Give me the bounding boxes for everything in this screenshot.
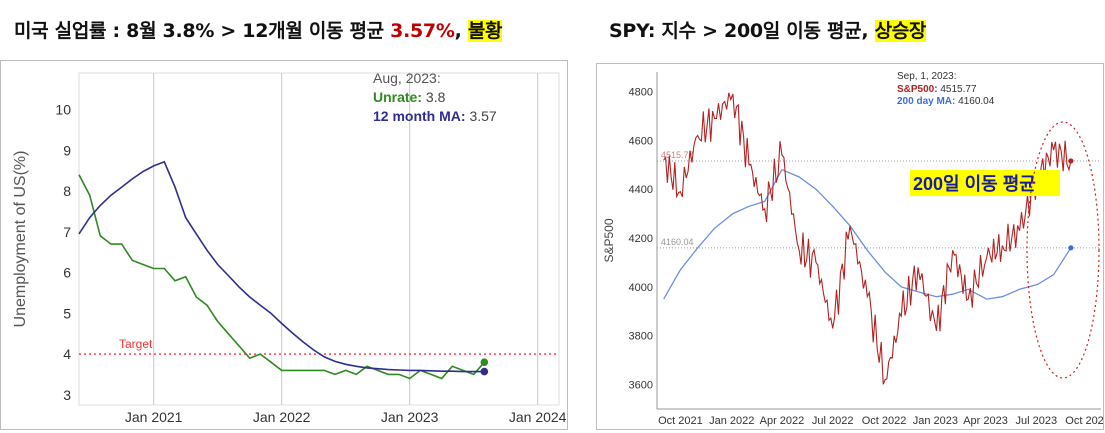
unemployment-chart: Jan 2021 Jan 2022 Jan 2023 Jan 2024 3 4 5 6 7 8 9 1…	[12, 70, 567, 425]
left-headline-value: 3.57%	[390, 20, 455, 42]
left-headline: 미국 실업률 : 8월 3.8% > 12개월 이동 평균 3.57%, 불황	[14, 16, 503, 43]
right-headline-verdict: 상승장	[874, 20, 927, 42]
y-tick-label: 9	[63, 142, 71, 158]
annotation-highlight	[910, 170, 1060, 196]
moving-average-last-point	[480, 367, 489, 376]
unrate-last-point	[480, 358, 489, 367]
x-tick-label: Jan 2023	[913, 415, 958, 427]
y-tick-label: 3600	[629, 380, 653, 392]
x-tick-label: Jan 2021	[125, 409, 183, 425]
y-tick-label: 6	[63, 265, 71, 281]
y-tick-label: 4800	[629, 87, 653, 99]
sp500-chart-panel: 3600 3800 4000 4200 4400 4600 4800 Oct 2021 Jan …	[596, 63, 1105, 430]
annotation-text: 200일 이동 평균	[913, 174, 1036, 194]
tooltip-date: Sep, 1, 2023:	[897, 71, 957, 82]
tooltip-series-value: 3.8	[422, 89, 446, 105]
x-tick-label: Jan 2022	[253, 409, 311, 425]
x-tick-label: Oct 2023	[1065, 415, 1103, 427]
y-tick-label: 3800	[629, 331, 653, 343]
y-tick-label: 4000	[629, 282, 653, 294]
x-tick-label: Jul 2023	[1015, 415, 1057, 427]
tooltip-series-label: Unrate:	[373, 89, 422, 105]
tooltip-sp500: S&P500: 4515.77	[897, 84, 977, 95]
left-headline-comma: ,	[454, 20, 468, 42]
left-headline-prefix: 미국 실업률 : 8월 3.8% > 12개월 이동 평균	[14, 20, 391, 42]
y-tick-label: 4400	[629, 184, 653, 196]
unemployment-chart-panel: Jan 2021 Jan 2022 Jan 2023 Jan 2024 3 4 5 6 7 8 9 1…	[0, 60, 568, 430]
x-tick-label: Jan 2022	[709, 415, 754, 427]
ma-last-point	[1068, 245, 1074, 251]
y-axis-label: S&P500	[602, 218, 616, 262]
ma-reference-label: 4160.04	[661, 237, 694, 247]
sp500-last-point	[1068, 158, 1074, 164]
right-headline: SPY: 지수 > 200일 이동 평균, 상승장	[609, 16, 926, 43]
tooltip-series-label: S&P500:	[897, 84, 938, 95]
tooltip-unrate: Unrate: 3.8	[373, 89, 446, 105]
annotation-ellipse	[1026, 121, 1100, 379]
y-tick-label: 7	[63, 224, 71, 240]
ma-series-line	[663, 168, 1072, 300]
price-reference-label: 4515.77	[661, 150, 694, 160]
target-label: Target	[119, 337, 153, 351]
tooltip-date: Aug, 2023:	[373, 70, 441, 86]
tooltip-moving-average: 200 day MA: 4160.04	[897, 96, 995, 107]
y-tick-label: 4	[63, 346, 71, 362]
y-tick-label: 3	[63, 387, 71, 403]
x-tick-label: Jan 2024	[509, 409, 567, 425]
sp500-series-line	[663, 92, 1072, 385]
x-tick-label: Jul 2022	[812, 415, 854, 427]
tooltip-series-label: 12 month MA:	[373, 108, 466, 124]
tooltip-series-label: 200 day MA:	[897, 96, 955, 107]
tooltip-moving-average: 12 month MA: 3.57	[373, 108, 497, 124]
y-tick-label: 10	[55, 102, 71, 118]
y-axis-label: Unemployment of US(%)	[12, 151, 29, 328]
plot-area	[78, 72, 560, 406]
y-tick-label: 8	[63, 183, 71, 199]
sp500-chart: 3600 3800 4000 4200 4400 4600 4800 Oct 2021 Jan …	[602, 71, 1105, 427]
y-tick-label: 5	[63, 305, 71, 321]
tooltip-series-value: 3.57	[466, 108, 497, 124]
x-tick-label: Jan 2023	[381, 409, 439, 425]
left-headline-verdict: 불황	[467, 20, 503, 42]
x-tick-label: Oct 2021	[658, 415, 703, 427]
moving-average-series-line	[78, 160, 485, 373]
tooltip-series-value: 4160.04	[955, 96, 994, 107]
x-tick-label: Apr 2022	[760, 415, 805, 427]
y-tick-label: 4200	[629, 233, 653, 245]
x-tick-label: Oct 2022	[862, 415, 907, 427]
y-tick-label: 4600	[629, 135, 653, 147]
x-tick-label: Apr 2023	[963, 415, 1008, 427]
right-headline-prefix: SPY: 지수 > 200일 이동 평균,	[609, 20, 875, 42]
tooltip-series-value: 4515.77	[938, 84, 977, 95]
unrate-series-line	[78, 174, 485, 380]
